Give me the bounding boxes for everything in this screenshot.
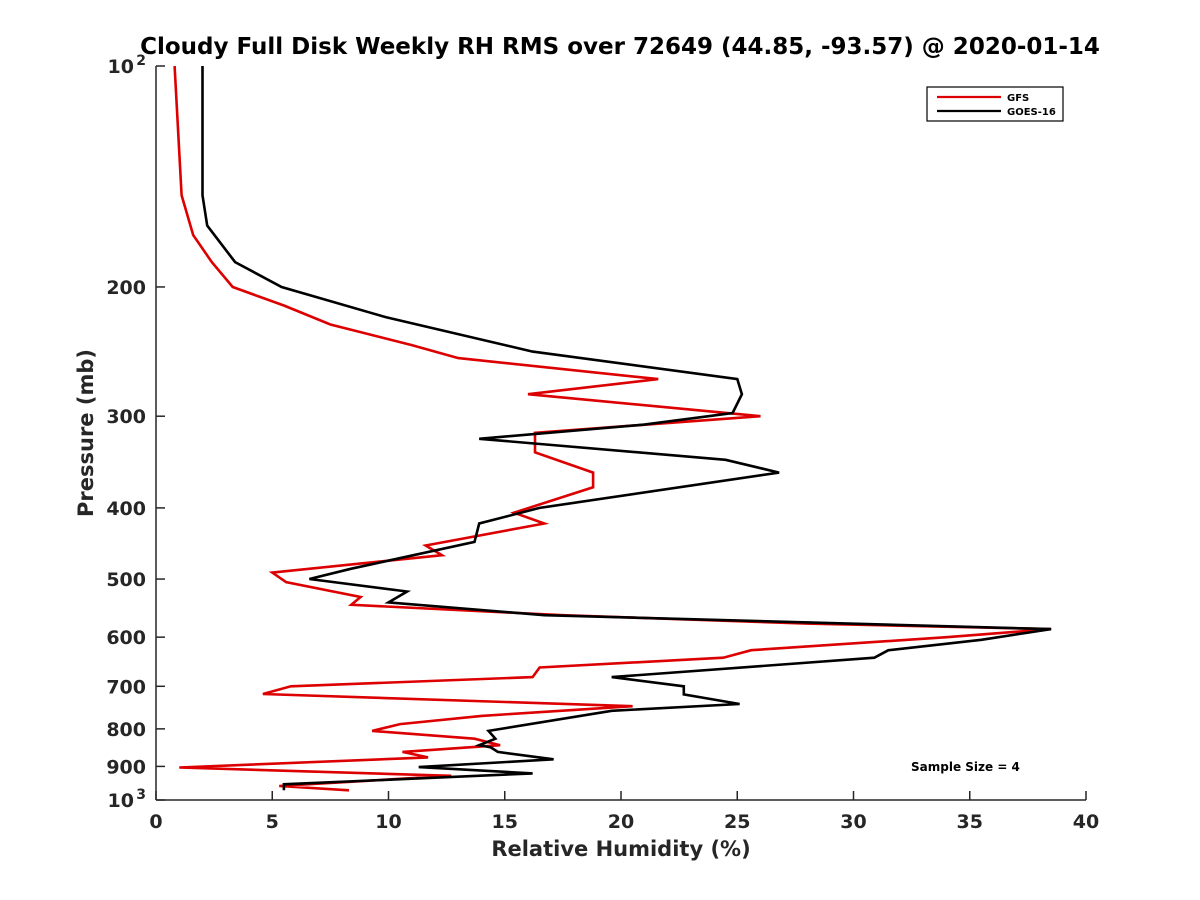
y-tick-label: 600 [106, 627, 146, 649]
x-tick-label: 15 [492, 811, 518, 833]
y-tick-label: 200 [106, 277, 146, 299]
plot-area: 0 5 10 15 20 25 30 35 40 10 220030040050060070080… [106, 53, 1099, 833]
series-line-gfs [173, 65, 1052, 792]
y-tick-label: 800 [106, 719, 146, 741]
chart-title: Cloudy Full Disk Weekly RH RMS over 7264… [140, 34, 1100, 60]
x-tick-label: 20 [608, 811, 634, 833]
x-tick-label: 30 [840, 811, 866, 833]
y-tick-exponent: 2 [136, 53, 146, 69]
y-axis-label: Pressure (mb) [74, 349, 98, 517]
y-tick-label: 400 [106, 498, 146, 520]
legend: GFS GOES-16 [926, 86, 1064, 122]
x-tick-label: 10 [375, 811, 401, 833]
x-tick-label: 5 [266, 811, 279, 833]
y-tick-label: 900 [106, 756, 146, 778]
y-tick-label: 700 [106, 676, 146, 698]
y-tick-exponent: 3 [136, 787, 146, 803]
x-tick-label: 35 [957, 811, 983, 833]
legend-label-goes16: GOES-16 [1007, 107, 1056, 118]
x-tick-label: 25 [724, 811, 750, 833]
series-layer [173, 65, 1052, 792]
x-tick-label: 40 [1073, 811, 1099, 833]
x-ticks: 0 5 10 15 20 25 30 35 40 [149, 791, 1099, 833]
x-tick-label: 0 [149, 811, 162, 833]
y-tick-label: 300 [106, 406, 146, 428]
plot-background [156, 66, 1086, 800]
legend-box [926, 86, 1064, 122]
y-tick-label: 10 [108, 790, 134, 812]
series-line-goes-16 [201, 66, 1052, 791]
x-axis-label: Relative Humidity (%) [491, 837, 750, 861]
sample-size-annotation: Sample Size = 4 [911, 760, 1020, 774]
y-tick-label: 10 [108, 56, 134, 78]
legend-label-gfs: GFS [1007, 93, 1029, 104]
y-tick-label: 500 [106, 569, 146, 591]
